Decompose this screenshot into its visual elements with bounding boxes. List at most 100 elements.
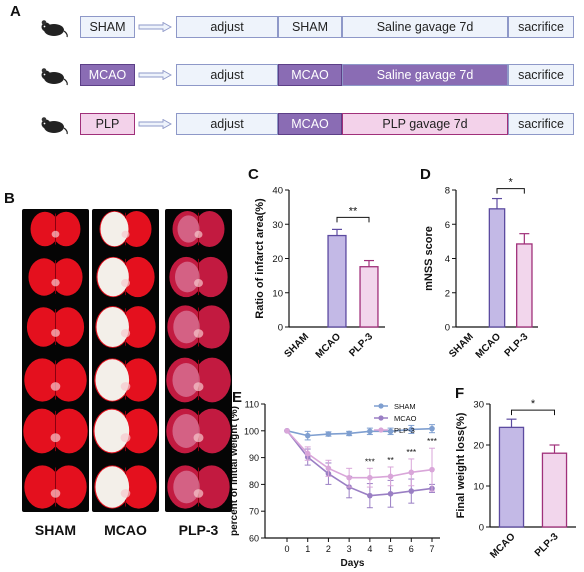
model-box: SHAM — [278, 16, 342, 38]
x-tick-label: 5 — [388, 544, 393, 554]
panel-label-e: E — [232, 389, 243, 406]
y-tick-label: 6 — [445, 220, 450, 231]
brain-slice-image — [166, 408, 231, 454]
x-tick-label: PLP-3 — [347, 331, 375, 359]
y-tick-label: 10 — [473, 482, 484, 493]
y-tick-label: 2 — [445, 288, 450, 299]
brain-slice-image — [93, 408, 158, 454]
data-point — [346, 474, 352, 481]
bar — [359, 266, 379, 328]
panel-label-b: B — [4, 190, 15, 207]
design-row: SHAM adjust SHAM Saline gavage 7d sacrifice — [38, 16, 574, 40]
x-tick-label: 0 — [284, 544, 289, 554]
group-box: SHAM — [80, 16, 135, 38]
brain-slice-image — [24, 358, 87, 402]
x-tick-label: SHAM — [283, 331, 312, 360]
data-point — [429, 466, 435, 473]
y-tick-label: 80 — [249, 480, 259, 490]
data-point — [387, 428, 394, 435]
group-box: PLP — [80, 113, 135, 135]
y-tick-label: 10 — [272, 288, 283, 299]
data-point — [387, 490, 394, 497]
data-point — [304, 450, 311, 457]
bar — [488, 208, 506, 328]
significance-bracket — [511, 409, 555, 416]
legend-label: SHAM — [394, 402, 416, 411]
data-point — [325, 431, 332, 437]
brain-slice-image — [172, 211, 225, 247]
data-point — [408, 426, 415, 433]
design-row: MCAO adjust MCAO Saline gavage 7d sacrifice — [38, 64, 574, 88]
brain-slices-svg — [93, 211, 158, 509]
significance-label: *** — [365, 456, 376, 466]
brain-column-label: SHAM — [34, 522, 77, 538]
y-tick-label: 20 — [272, 254, 283, 265]
y-axis-label: percent of initial weight (%) — [229, 406, 240, 536]
model-box: MCAO — [278, 113, 342, 135]
significance-label: ** — [387, 455, 394, 465]
significance-label: *** — [427, 436, 438, 446]
y-axis-label: mNSS score — [423, 226, 435, 291]
y-tick-label: 110 — [245, 400, 259, 410]
bar — [327, 234, 347, 328]
series-line — [286, 427, 433, 437]
brain-slice-strip — [22, 209, 89, 512]
data-point — [367, 492, 373, 499]
arrow-right-icon — [138, 70, 172, 80]
significance-label: ** — [349, 205, 358, 217]
brain-slice-image — [23, 408, 88, 454]
significance-label: * — [531, 398, 536, 410]
y-tick-label: 0 — [278, 323, 283, 334]
y-tick-label: 60 — [249, 534, 259, 544]
sacrifice-box: sacrifice — [508, 64, 574, 86]
mouse-icon — [41, 117, 68, 135]
data-point — [408, 469, 415, 476]
panel-label-d: D — [420, 166, 431, 183]
brain-slice-image — [24, 465, 87, 509]
series-line — [286, 430, 433, 479]
x-tick-label: SHAM — [447, 331, 476, 360]
final-weight-loss-chart: 0 10 20 30 MCAO PLP-3 * Final weight loss(%) — [455, 398, 576, 561]
y-tick-label: 30 — [473, 400, 484, 411]
y-tick-label: 0 — [445, 323, 450, 334]
data-point — [387, 473, 394, 480]
group-box: MCAO — [80, 64, 135, 86]
mouse-icon — [41, 68, 68, 86]
brain-slice-image — [99, 211, 152, 247]
x-tick-label: MCAO — [474, 331, 504, 361]
brain-slice-image — [26, 307, 85, 347]
bar — [516, 243, 533, 328]
panel-label-f: F — [455, 385, 465, 402]
x-axis-label: Days — [341, 558, 365, 569]
data-point — [408, 488, 415, 494]
model-box: MCAO — [278, 64, 342, 86]
brain-column-label: MCAO — [104, 522, 147, 538]
significance-bracket — [496, 188, 525, 194]
mouse-icon — [41, 20, 68, 38]
x-tick-label: 4 — [367, 544, 372, 554]
brain-slice-image — [28, 258, 83, 296]
x-tick-label: PLP-3 — [533, 531, 561, 559]
arrow-right-icon — [138, 119, 172, 129]
y-tick-label: 90 — [249, 453, 259, 463]
data-point — [325, 465, 332, 472]
significance-label: * — [509, 177, 514, 189]
data-point — [346, 430, 352, 437]
bar — [541, 452, 568, 528]
y-tick-label: 30 — [272, 220, 283, 231]
significance-bracket — [336, 216, 370, 223]
y-tick-label: 40 — [272, 186, 283, 197]
y-tick-label: 20 — [473, 441, 484, 452]
y-tick-label: 0 — [479, 523, 484, 534]
brain-slice-image — [166, 357, 231, 403]
adjust-box: adjust — [176, 16, 278, 38]
y-tick-label: 100 — [244, 426, 259, 436]
x-tick-label: 2 — [326, 544, 331, 554]
brain-slice-image — [169, 256, 228, 298]
y-tick-label: 4 — [445, 254, 450, 265]
gavage-box: Saline gavage 7d — [342, 16, 508, 38]
brain-slice-image — [94, 465, 157, 509]
bar — [498, 426, 525, 528]
